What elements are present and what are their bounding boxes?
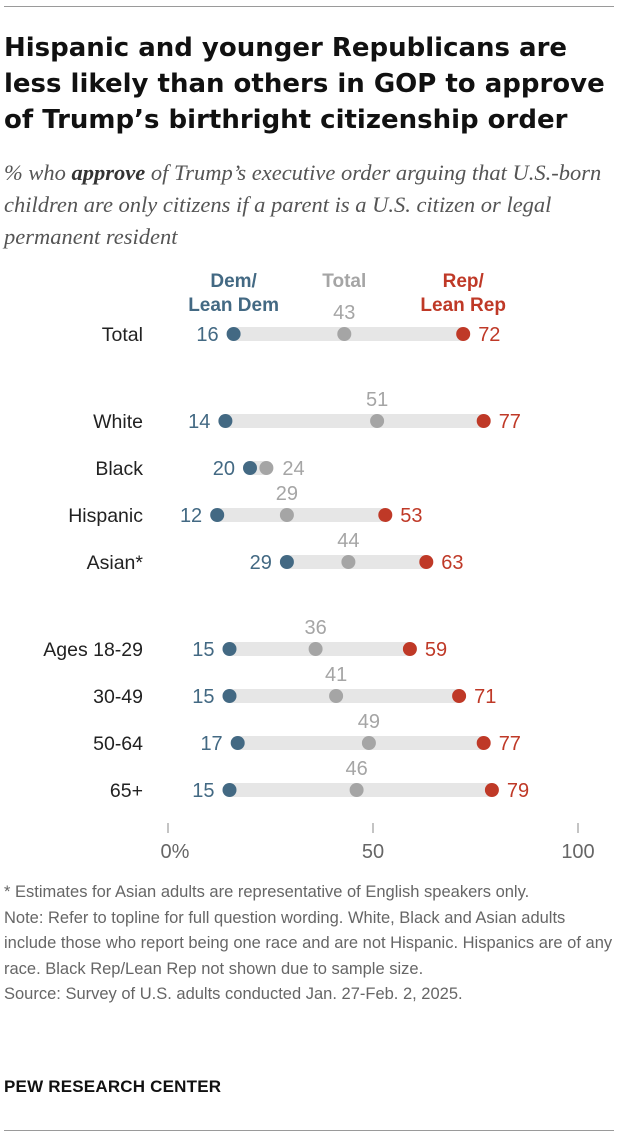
x-tick-label-0: 0%	[161, 841, 190, 860]
dem-dot-white	[218, 414, 233, 428]
total-dot-ages-18-29	[308, 642, 323, 656]
total-value-30-49: 41	[325, 664, 347, 686]
row-label-black: Black	[95, 458, 143, 480]
subtitle-prefix: % who	[4, 160, 72, 185]
total-dot-black	[259, 461, 274, 475]
dem-dot-30-49	[222, 689, 237, 703]
dem-value-total: 16	[196, 324, 218, 346]
legend-rep-label: Rep/	[443, 271, 485, 292]
total-dot-65	[349, 783, 364, 797]
range-bar-50-64	[237, 736, 484, 750]
dem-dot-hispanic	[210, 508, 225, 522]
rep-value-total: 72	[478, 324, 500, 346]
row-label-ages-18-29: Ages 18-29	[43, 639, 143, 661]
total-value-hispanic: 29	[276, 483, 298, 505]
range-bar-white	[225, 414, 484, 428]
top-rule	[4, 6, 614, 7]
dem-value-black: 20	[213, 458, 235, 480]
dem-value-30-49: 15	[192, 686, 214, 708]
rep-value-hispanic: 53	[400, 505, 422, 527]
dem-value-50-64: 17	[200, 733, 222, 755]
dem-dot-50-64	[230, 736, 245, 750]
dem-dot-ages-18-29	[222, 642, 237, 656]
subtitle-rest: of Trump’s executive order arguing that …	[4, 160, 602, 249]
rep-dot-50-64	[476, 736, 491, 750]
dem-dot-black	[243, 461, 257, 475]
dem-value-ages-18-29: 15	[192, 639, 214, 661]
total-value-50-64: 49	[358, 711, 380, 733]
rep-dot-65	[484, 783, 499, 797]
row-label-50-64: 50-64	[93, 733, 143, 755]
row-label-65: 65+	[110, 780, 143, 802]
x-tick-label-100: 100	[561, 841, 594, 860]
legend-total-label: Total	[322, 271, 366, 292]
total-value-ages-18-29: 36	[304, 617, 326, 639]
row-label-asian: Asian*	[87, 552, 144, 574]
x-tick-label-50: 50	[362, 841, 384, 860]
footnotes: * Estimates for Asian adults are represe…	[4, 880, 616, 1008]
dem-dot-total	[226, 327, 241, 341]
rep-dot-ages-18-29	[402, 642, 417, 656]
rep-dot-asian	[419, 555, 434, 569]
footnote-note: Note: Refer to topline for full question…	[4, 908, 613, 978]
total-dot-white	[370, 414, 385, 428]
dem-dot-65	[222, 783, 237, 797]
legend-rep-label: Lean Rep	[420, 295, 506, 316]
rep-value-65: 79	[507, 780, 529, 802]
rep-value-50-64: 77	[499, 733, 521, 755]
rep-dot-total	[456, 327, 471, 341]
pew-research-logo: PEW RESEARCH CENTER	[4, 1077, 222, 1096]
legend-dem-label: Dem/	[210, 271, 257, 292]
row-label-white: White	[93, 411, 143, 433]
rep-dot-hispanic	[378, 508, 393, 522]
total-dot-total	[337, 327, 352, 341]
chart-subtitle: % who approve of Trump’s executive order…	[4, 157, 616, 253]
total-value-white: 51	[366, 389, 388, 411]
dem-value-hispanic: 12	[180, 505, 202, 527]
footnote-source: Source: Survey of U.S. adults conducted …	[4, 985, 463, 1003]
dot-plot-chart: Dem/Lean Dem Total Rep/Lean Rep Total 16 43 72…	[43, 271, 594, 860]
row-label-total: Total	[102, 324, 143, 346]
rep-value-ages-18-29: 59	[425, 639, 447, 661]
row-label-30-49: 30-49	[93, 686, 143, 708]
dem-dot-asian	[279, 555, 294, 569]
footnote-asian: * Estimates for Asian adults are represe…	[4, 883, 530, 901]
total-dot-50-64	[361, 736, 376, 750]
rep-value-asian: 63	[441, 552, 463, 574]
rep-value-white: 77	[499, 411, 521, 433]
subtitle-emphasis: approve	[71, 160, 146, 185]
total-dot-30-49	[329, 689, 344, 703]
dem-value-white: 14	[188, 411, 210, 433]
row-label-hispanic: Hispanic	[68, 505, 143, 527]
rep-value-30-49: 71	[474, 686, 496, 708]
rep-dot-30-49	[452, 689, 467, 703]
bottom-rule	[4, 1130, 614, 1131]
total-dot-asian	[341, 555, 356, 569]
total-value-65: 46	[345, 758, 367, 780]
rep-dot-white	[476, 414, 491, 428]
total-dot-hispanic	[279, 508, 294, 522]
range-bar-asian	[286, 555, 427, 569]
total-value-black: 24	[282, 458, 304, 480]
range-bar-30-49	[229, 689, 460, 703]
dem-value-asian: 29	[250, 552, 272, 574]
total-value-total: 43	[333, 302, 355, 324]
legend-dem-label: Lean Dem	[188, 295, 279, 316]
range-bar-hispanic	[217, 508, 386, 522]
total-value-asian: 44	[337, 530, 359, 552]
dem-value-65: 15	[192, 780, 214, 802]
chart-title: Hispanic and younger Republicans are les…	[4, 33, 605, 135]
